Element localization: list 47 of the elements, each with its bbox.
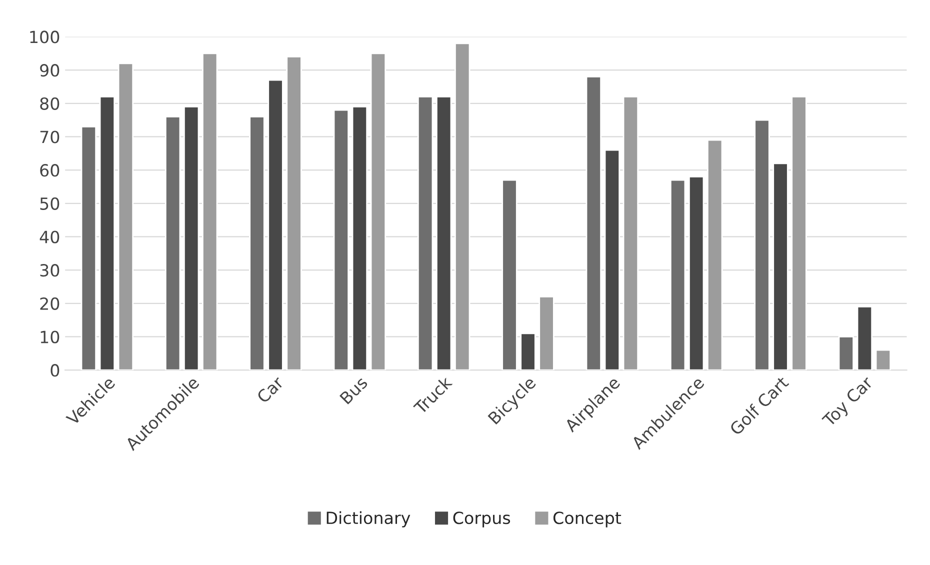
bar xyxy=(99,96,116,370)
x-tick-label: Bus xyxy=(340,376,368,405)
bar xyxy=(604,149,620,370)
bar xyxy=(538,296,554,370)
x-tick-label: Toy Car xyxy=(821,375,876,430)
legend-label: Concept xyxy=(553,512,622,528)
bar xyxy=(164,116,181,370)
bar xyxy=(436,96,452,370)
bar xyxy=(707,139,723,370)
bar xyxy=(838,336,854,370)
y-tick-label: 10 xyxy=(40,330,60,344)
bar xyxy=(370,52,386,370)
bar xyxy=(268,79,284,370)
bar xyxy=(875,349,892,370)
bar xyxy=(502,179,518,370)
bar xyxy=(202,52,218,370)
bar xyxy=(80,126,97,370)
y-tick-label: 60 xyxy=(40,164,60,177)
y-tick-label: 20 xyxy=(40,297,60,310)
bar xyxy=(249,116,265,370)
y-tick-label: 40 xyxy=(40,230,60,244)
y-tick-label: 90 xyxy=(40,64,60,77)
bar xyxy=(856,306,873,370)
y-tick-label: 30 xyxy=(40,264,60,277)
y-tick-label: 50 xyxy=(40,197,60,210)
bar xyxy=(688,176,704,370)
y-tick-label: 0 xyxy=(50,364,60,377)
bar xyxy=(454,42,470,370)
bar xyxy=(772,162,788,370)
bar xyxy=(622,96,639,370)
bar xyxy=(333,109,350,370)
legend-label: Corpus xyxy=(453,512,510,528)
bar xyxy=(520,332,536,370)
bar xyxy=(791,96,807,370)
bar xyxy=(184,106,200,370)
bar xyxy=(586,76,602,370)
legend-label: Dictionary xyxy=(326,511,410,528)
bar xyxy=(352,106,368,370)
bar xyxy=(754,119,770,370)
y-tick-label: 100 xyxy=(30,30,60,44)
bar xyxy=(286,56,302,370)
x-tick-label: Car xyxy=(256,375,285,404)
y-tick-label: 80 xyxy=(40,97,60,110)
bar xyxy=(670,179,686,370)
bar xyxy=(118,62,134,370)
y-tick-label: 70 xyxy=(40,130,60,144)
bar xyxy=(417,96,434,370)
